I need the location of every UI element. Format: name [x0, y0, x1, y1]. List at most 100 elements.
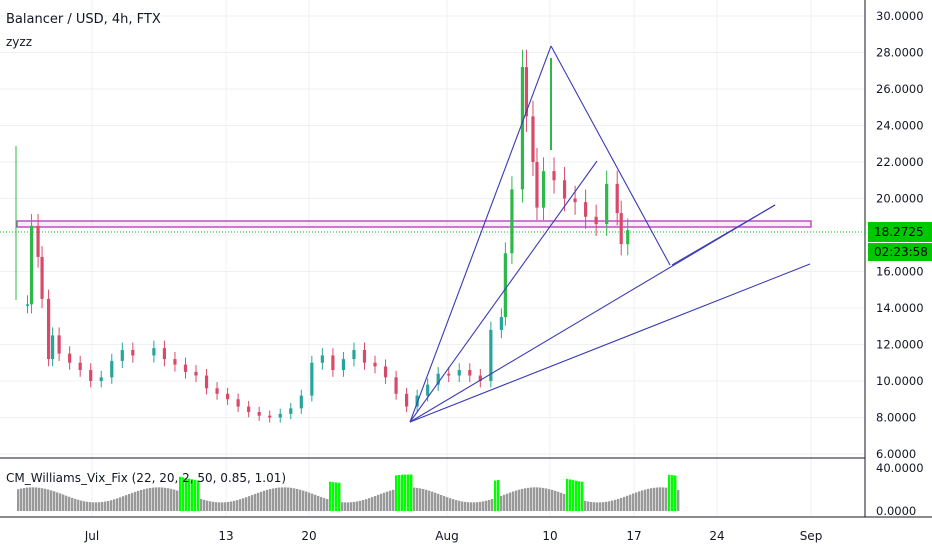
vix-bar	[197, 480, 200, 511]
vix-bar	[263, 490, 266, 511]
candle-body	[46, 298, 51, 360]
vix-bar	[233, 500, 236, 511]
vix-bar	[368, 498, 371, 511]
vix-bar	[59, 493, 62, 511]
vix-bar	[140, 489, 143, 511]
trendline	[409, 263, 811, 423]
candle-body	[89, 370, 93, 381]
vix-bar	[479, 501, 482, 511]
time-tick-label: 20	[301, 529, 316, 543]
vix-bar	[269, 489, 272, 511]
vix-histogram	[17, 474, 680, 511]
vix-bar	[422, 489, 425, 511]
vix-bar	[470, 502, 473, 511]
candle-body	[25, 304, 30, 306]
vix-bar	[536, 487, 539, 511]
vix-bar	[191, 479, 194, 511]
vix-bar	[569, 479, 572, 511]
last-price-value: 18.2725	[874, 225, 924, 239]
vix-bar	[284, 487, 287, 511]
vix-bar	[83, 501, 86, 511]
candle-body	[531, 116, 535, 162]
candle-body	[426, 384, 430, 396]
vix-bar	[305, 491, 308, 511]
time-tick-label: Jul	[84, 529, 99, 543]
candle-body	[447, 373, 451, 376]
indicator-name: zyzz	[6, 35, 32, 49]
vix-bar	[527, 487, 530, 511]
vix-bar	[671, 475, 674, 511]
vix-bar	[26, 487, 29, 511]
candle-body	[510, 189, 514, 254]
candle-body	[310, 362, 314, 396]
vix-bar	[53, 491, 56, 511]
vix-bar	[650, 488, 653, 511]
vix-bar	[428, 490, 431, 511]
vix-bar	[401, 474, 404, 511]
vix-bar	[653, 487, 656, 511]
vix-bar	[563, 493, 566, 511]
candle-body	[584, 202, 588, 217]
candle-body	[626, 230, 630, 245]
vix-bar	[533, 487, 536, 511]
vix-bar	[347, 502, 350, 511]
time-tick-label: Aug	[435, 529, 458, 543]
vix-bar	[296, 488, 299, 511]
vix-bar	[665, 487, 668, 511]
vix-bar	[659, 487, 662, 511]
vix-bar	[176, 490, 179, 511]
vix-bar	[515, 490, 518, 511]
vix-bar	[116, 498, 119, 511]
vix-bar	[647, 488, 650, 511]
vix-bar	[623, 496, 626, 511]
price-tick-label: 30.0000	[876, 9, 924, 23]
vix-bar	[47, 489, 50, 511]
vix-bar	[464, 501, 467, 511]
symbol-title: Balancer / USD, 4h, FTX	[6, 12, 161, 27]
candle-body	[50, 335, 55, 360]
vix-bar	[620, 497, 623, 511]
vix-bar	[254, 493, 257, 511]
vix-bar	[602, 502, 605, 511]
vix-bar	[362, 500, 365, 511]
vix-bar	[17, 489, 20, 511]
vix-bar	[371, 497, 374, 511]
candle-body	[36, 225, 40, 257]
vix-bar	[188, 478, 191, 511]
candle-body	[615, 183, 619, 214]
candle-body	[405, 393, 409, 407]
vix-bar	[203, 499, 206, 511]
vix-bar	[32, 487, 35, 511]
vix-bar	[44, 488, 47, 511]
vix-bar	[341, 502, 344, 511]
candles	[15, 49, 630, 423]
vix-bar	[29, 487, 32, 511]
vix-bar	[65, 495, 68, 511]
vix-bar	[23, 488, 26, 511]
vix-bar	[455, 500, 458, 511]
candle-body	[162, 348, 167, 360]
indicator-tick-label: 0.0000	[876, 504, 916, 518]
vix-bar	[389, 490, 392, 511]
vix-bar	[278, 487, 281, 511]
vix-bar	[257, 492, 260, 511]
vix-bar	[35, 487, 38, 511]
candle-body	[278, 413, 282, 418]
vix-bar	[209, 501, 212, 511]
vix-bar	[122, 496, 125, 511]
price-tick-label: 10.0000	[876, 374, 924, 388]
candle-body	[131, 349, 135, 356]
vix-bar	[437, 493, 440, 511]
vix-bar	[335, 482, 338, 511]
vix-bar	[344, 502, 347, 511]
vix-bar	[137, 490, 140, 511]
vix-bar	[668, 474, 671, 511]
price-tick-label: 16.0000	[876, 265, 924, 279]
vix-bar	[281, 487, 284, 511]
candle-body	[68, 353, 72, 363]
time-tick-label: 24	[709, 529, 724, 543]
vix-bar	[611, 500, 614, 511]
vix-bar	[578, 481, 581, 511]
vix-bar	[431, 491, 434, 511]
